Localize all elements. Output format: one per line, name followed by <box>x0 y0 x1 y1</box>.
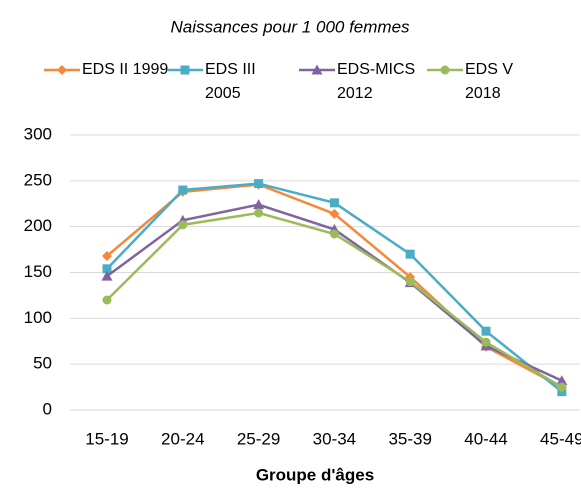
y-tick-label: 0 <box>43 399 52 418</box>
x-tick-label: 45-49 <box>540 429 581 448</box>
legend-icon <box>167 65 203 75</box>
marker <box>102 295 112 305</box>
legend-icon <box>44 65 80 75</box>
marker <box>311 64 323 75</box>
x-tick-label: 25-29 <box>237 429 280 448</box>
marker <box>557 382 567 392</box>
chart-title: Naissances pour 1 000 femmes <box>170 17 410 36</box>
marker <box>329 198 339 208</box>
marker <box>178 185 188 195</box>
x-tick-label: 15-19 <box>85 429 128 448</box>
legend-icon <box>299 64 335 75</box>
x-tick-label: 30-34 <box>313 429 356 448</box>
x-tick-label: 35-39 <box>388 429 431 448</box>
marker <box>481 337 491 347</box>
marker <box>254 179 264 189</box>
marker <box>329 208 340 219</box>
legend-label: EDS-MICS 2012 <box>337 61 416 102</box>
marker <box>102 251 112 261</box>
legend-item: EDS V 2018 <box>425 58 553 106</box>
x-tick-label: 20-24 <box>161 429 204 448</box>
marker <box>329 229 339 239</box>
marker <box>557 387 567 397</box>
marker <box>178 220 188 230</box>
legend-item: EDS III 2005 <box>165 58 293 106</box>
legend-item: EDS-MICS 2012 <box>297 58 425 106</box>
marker <box>254 208 264 218</box>
legend-item: EDS II 1999 <box>42 58 170 82</box>
legend-label: EDS V 2018 <box>465 61 514 102</box>
marker <box>102 264 112 274</box>
legend-label: EDS III 2005 <box>205 61 256 102</box>
marker <box>253 199 265 210</box>
y-tick-label: 300 <box>24 124 52 143</box>
y-tick-label: 250 <box>24 170 52 189</box>
x-tick-label: 40-44 <box>464 429 507 448</box>
marker <box>180 65 190 75</box>
y-tick-label: 200 <box>24 216 52 235</box>
marker <box>556 375 568 386</box>
marker <box>101 270 113 281</box>
marker <box>405 277 415 287</box>
y-tick-label: 150 <box>24 262 52 281</box>
legend-icon <box>427 65 463 75</box>
legend-label: EDS II 1999 <box>82 61 169 78</box>
marker <box>405 249 415 259</box>
marker <box>481 326 491 336</box>
x-axis-title: Groupe d'âges <box>256 465 374 484</box>
y-tick-label: 50 <box>33 354 52 373</box>
series-line <box>106 211 563 389</box>
marker <box>440 65 450 75</box>
marker <box>57 65 67 75</box>
y-tick-label: 100 <box>24 308 52 327</box>
